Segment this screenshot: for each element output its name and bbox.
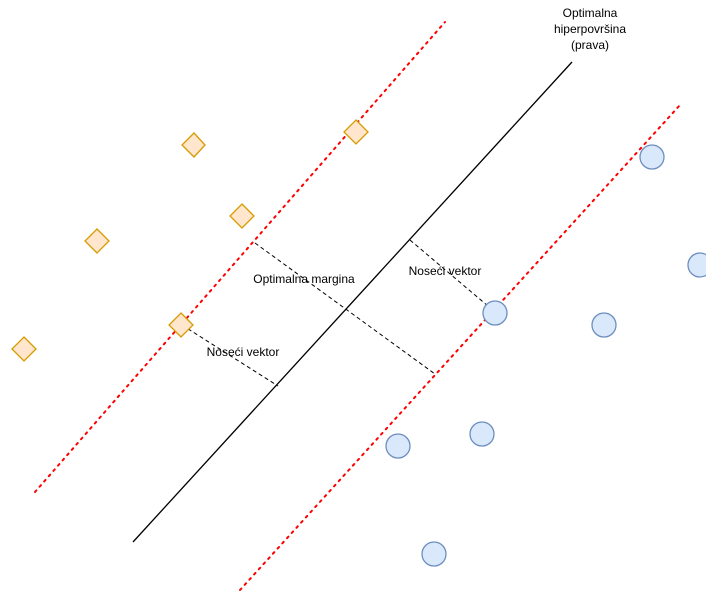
diamond-point [343, 119, 369, 145]
diamond-point [84, 228, 110, 254]
circle-point [385, 433, 411, 459]
circle-point [482, 300, 508, 326]
upper-margin-boundary [34, 21, 446, 493]
hyperplane-label-line1: Optimalna [563, 6, 618, 20]
circle-point [687, 252, 706, 278]
margin-label: Optimalna margina [253, 272, 355, 286]
support-vector-left-label: Noseći vektor [207, 345, 280, 359]
lower-margin-boundary [239, 104, 681, 591]
support-vector-right-label: Noseći vektor [409, 264, 482, 278]
hyperplane-label-line2: hiperpovršina [554, 22, 626, 36]
diamond-point [181, 132, 206, 158]
margin-measure-line [254, 242, 436, 375]
circle-points [385, 144, 706, 567]
support-vector-left-measure-line [181, 324, 279, 387]
optimal-hyperplane [132, 61, 573, 543]
diamond-points [11, 119, 369, 362]
diamond-point [168, 312, 194, 338]
support-vector-right-measure-line [409, 239, 496, 313]
circle-point [421, 541, 447, 567]
circle-point [591, 312, 617, 338]
hyperplane-label-line3: (prava) [571, 38, 609, 52]
diamond-point [11, 336, 37, 362]
diamond-point [229, 203, 255, 229]
circle-point [469, 421, 495, 447]
circle-point [639, 144, 665, 170]
